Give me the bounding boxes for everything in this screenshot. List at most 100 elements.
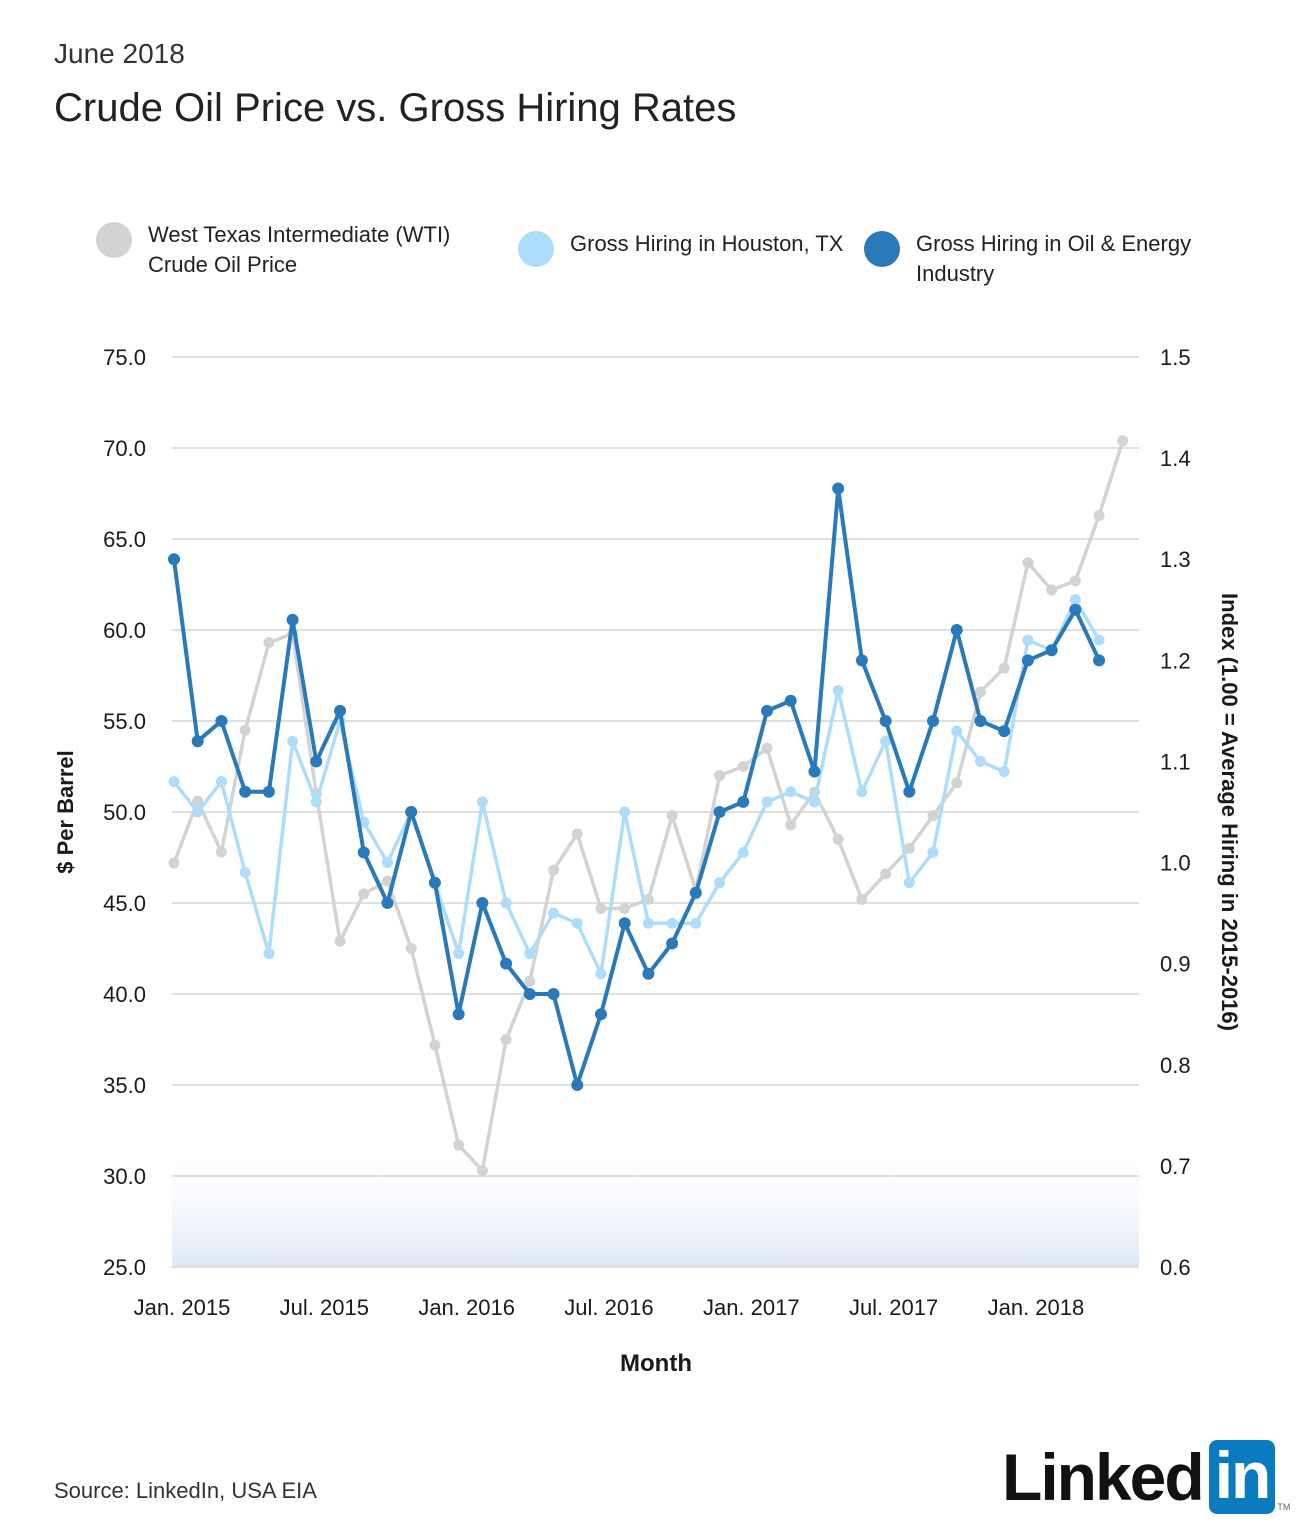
series-oil-energy-point[interactable] xyxy=(666,937,679,950)
series-houston-point[interactable] xyxy=(642,917,654,929)
series-wti-point[interactable] xyxy=(974,686,986,698)
series-wti-point[interactable] xyxy=(405,943,417,954)
series-oil-energy-point[interactable] xyxy=(784,694,797,707)
series-oil-energy-point[interactable] xyxy=(1069,603,1082,616)
series-houston-point[interactable] xyxy=(595,968,607,980)
series-oil-energy-point[interactable] xyxy=(571,1079,584,1091)
series-wti-point[interactable] xyxy=(998,662,1010,674)
series-oil-energy-point[interactable] xyxy=(689,886,702,899)
series-wti-point[interactable] xyxy=(1069,575,1081,587)
legend-item-houston[interactable]: Gross Hiring in Houston, TX xyxy=(518,229,843,267)
series-oil-energy-point[interactable] xyxy=(713,806,726,818)
series-houston-point[interactable] xyxy=(880,735,892,747)
series-houston-point[interactable] xyxy=(168,776,180,788)
series-houston-point[interactable] xyxy=(903,877,915,889)
series-houston-point[interactable] xyxy=(310,796,322,808)
series-wti-point[interactable] xyxy=(524,975,536,987)
series-oil-energy-point[interactable] xyxy=(1093,654,1106,667)
series-houston-point[interactable] xyxy=(239,867,251,879)
series-wti-point[interactable] xyxy=(239,724,251,736)
series-oil-energy-point[interactable] xyxy=(761,704,773,717)
series-houston-point[interactable] xyxy=(974,755,986,767)
legend-item-oil-energy[interactable]: Gross Hiring in Oil & Energy Industry xyxy=(864,229,1191,289)
series-oil-energy-point[interactable] xyxy=(428,876,441,889)
series-wti-point[interactable] xyxy=(571,828,583,840)
series-oil-energy-point[interactable] xyxy=(476,897,489,909)
series-wti-point[interactable] xyxy=(215,846,227,858)
series-houston-point[interactable] xyxy=(808,796,820,808)
series-oil-energy-point[interactable] xyxy=(357,846,370,859)
series-wti-point[interactable] xyxy=(880,868,892,880)
series-houston-point[interactable] xyxy=(714,877,726,889)
series-oil-energy-point[interactable] xyxy=(855,654,868,667)
series-houston-point[interactable] xyxy=(927,846,939,858)
series-houston-point[interactable] xyxy=(215,776,227,788)
series-wti-point[interactable] xyxy=(1046,584,1058,596)
series-houston-point[interactable] xyxy=(761,796,773,808)
series-wti-point[interactable] xyxy=(951,777,963,789)
series-oil-energy-point[interactable] xyxy=(998,725,1011,738)
series-wti-point[interactable] xyxy=(476,1165,488,1177)
series-wti-point[interactable] xyxy=(927,810,939,822)
series-wti-point[interactable] xyxy=(500,1034,512,1045)
series-wti-point[interactable] xyxy=(737,761,749,772)
series-houston-point[interactable] xyxy=(571,917,583,929)
series-wti-point[interactable] xyxy=(856,893,868,905)
series-wti-point[interactable] xyxy=(358,888,370,900)
series-oil-energy-point[interactable] xyxy=(832,482,845,495)
series-houston-point[interactable] xyxy=(666,917,678,929)
series-oil-energy-point[interactable] xyxy=(808,765,821,778)
series-wti-point[interactable] xyxy=(832,833,844,845)
series-oil-energy-point[interactable] xyxy=(334,704,347,717)
series-houston-point[interactable] xyxy=(524,948,536,960)
series-houston-point[interactable] xyxy=(619,806,631,818)
series-oil-energy-point[interactable] xyxy=(523,988,536,1000)
series-wti-point[interactable] xyxy=(595,902,607,914)
series-wti-point[interactable] xyxy=(619,902,631,914)
series-wti-point[interactable] xyxy=(334,935,346,947)
series-wti-point[interactable] xyxy=(192,795,204,807)
series-oil-energy-point[interactable] xyxy=(381,897,394,909)
series-houston-point[interactable] xyxy=(192,806,204,818)
series-houston-point[interactable] xyxy=(737,846,749,858)
series-oil-energy-point[interactable] xyxy=(286,613,299,626)
series-wti-point[interactable] xyxy=(381,875,393,887)
series-wti-point[interactable] xyxy=(903,842,915,854)
series-oil-energy-point[interactable] xyxy=(737,795,750,808)
series-oil-energy-point[interactable] xyxy=(215,715,228,727)
series-houston-point[interactable] xyxy=(1069,594,1081,606)
series-houston-point[interactable] xyxy=(1022,634,1034,646)
series-oil-energy-point[interactable] xyxy=(547,988,560,1000)
series-oil-energy-point[interactable] xyxy=(927,715,940,727)
series-houston-point[interactable] xyxy=(690,917,702,929)
series-wti-point[interactable] xyxy=(1117,435,1129,447)
series-oil-energy-point[interactable] xyxy=(642,967,655,980)
series-houston-point[interactable] xyxy=(548,907,560,919)
series-houston-point[interactable] xyxy=(476,796,488,808)
series-houston-point[interactable] xyxy=(998,766,1010,778)
series-oil-energy-point[interactable] xyxy=(452,1008,465,1021)
series-wti-point[interactable] xyxy=(785,819,797,831)
series-houston-point[interactable] xyxy=(263,948,275,960)
series-houston-point[interactable] xyxy=(832,685,844,697)
series-oil-energy-point[interactable] xyxy=(1045,644,1058,657)
series-oil-energy-point[interactable] xyxy=(974,715,987,727)
series-wti-point[interactable] xyxy=(453,1139,465,1151)
series-wti-point[interactable] xyxy=(761,742,773,754)
series-wti-point[interactable] xyxy=(429,1039,441,1051)
series-wti-point[interactable] xyxy=(168,857,180,869)
series-oil-energy-point[interactable] xyxy=(310,755,323,768)
series-houston-point[interactable] xyxy=(1093,634,1105,646)
series-oil-energy-point[interactable] xyxy=(879,715,892,727)
series-wti-point[interactable] xyxy=(666,810,678,822)
series-wti-point[interactable] xyxy=(1093,509,1105,521)
series-houston-point[interactable] xyxy=(951,725,963,737)
series-oil-energy-point[interactable] xyxy=(168,553,180,566)
series-oil-energy-point[interactable] xyxy=(594,1008,607,1021)
series-oil-energy-point[interactable] xyxy=(191,735,204,748)
series-oil-energy-point[interactable] xyxy=(903,785,916,798)
series-houston-point[interactable] xyxy=(287,735,299,747)
series-wti-point[interactable] xyxy=(548,864,560,876)
series-houston-point[interactable] xyxy=(500,897,512,909)
series-houston-point[interactable] xyxy=(856,786,868,798)
